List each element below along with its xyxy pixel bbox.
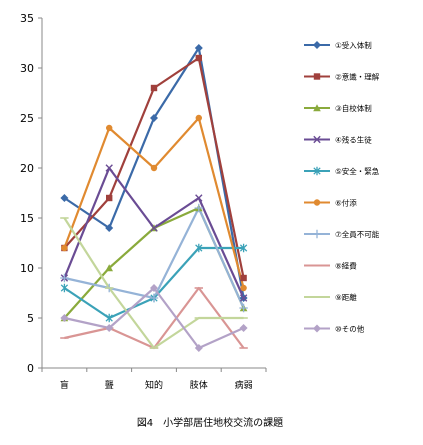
series-6-point	[195, 114, 202, 122]
y-tick-label: 0	[27, 362, 34, 375]
legend-marker-1	[313, 41, 321, 49]
x-tick-label: 病弱	[235, 379, 253, 391]
series-10-point	[105, 324, 114, 332]
series-3-point	[105, 264, 113, 272]
series-6-point	[106, 124, 113, 132]
legend-label-8: ⑧経費	[335, 261, 357, 271]
chart-caption: 図4 小学部居住地校交流の課題	[137, 416, 283, 429]
series-4-point	[239, 294, 248, 302]
legend-label-4: ④残る生徒	[335, 135, 372, 145]
series-1-point	[150, 114, 158, 122]
y-tick-label: 25	[20, 112, 34, 125]
series-markers	[60, 44, 248, 352]
y-tick-label: 20	[20, 162, 34, 175]
series-5-point	[195, 243, 203, 253]
series-1-point	[60, 194, 69, 202]
legend-marker-5	[313, 166, 321, 176]
series-2-point	[106, 194, 113, 202]
legend-label-5: ⑤安全・緊急	[335, 166, 380, 176]
legend-marker-4	[313, 135, 321, 144]
y-axis-ticks: 0 5 10 15 20 25 30 35	[20, 12, 42, 375]
series-10-point	[150, 284, 158, 292]
series-2-point	[150, 84, 158, 92]
series-6-point	[240, 284, 247, 292]
legend-marker-10	[313, 324, 321, 333]
series-4-point	[105, 164, 113, 172]
legend-label-2: ②意識・理解	[335, 72, 380, 82]
series-6-point	[61, 244, 68, 252]
legend-marker-6	[313, 199, 321, 206]
series-lines	[63, 46, 245, 350]
series-10-point	[239, 324, 248, 332]
legend-marker-2	[313, 73, 321, 80]
series-5-point	[239, 243, 248, 253]
legend: ①受入体制 ②意識・理解 ③自校体制 ④残る生徒 ⑤安全・緊急 ⑥付添 ⑦全員不可能 ⑧経費 ⑨…	[304, 40, 380, 334]
legend-label-1: ①受入体制	[335, 40, 372, 50]
series-10-point	[60, 314, 69, 322]
legend-label-3: ③自校体制	[335, 103, 372, 113]
series-2-point	[240, 274, 247, 282]
legend-label-9: ⑨距離	[335, 292, 357, 302]
series-7-point	[194, 203, 203, 213]
y-tick-label: 10	[20, 262, 34, 275]
series-4-point	[150, 224, 158, 232]
series-7-point	[149, 293, 159, 303]
series-6-point	[150, 164, 158, 172]
x-tick-label: 聾	[105, 379, 114, 391]
axes	[41, 18, 266, 369]
series-10-point	[194, 344, 203, 352]
series-7-point	[239, 303, 248, 313]
x-axis-ticks: 盲 聾 知的 肢体 病弱	[41, 368, 267, 391]
legend-label-7: ⑦全員不可能	[335, 229, 380, 239]
series-2-point	[195, 54, 202, 62]
legend-marker-7	[312, 229, 322, 239]
y-tick-label: 15	[20, 212, 34, 225]
legend-label-10: ⑩その他	[335, 324, 365, 334]
x-tick-label: 知的	[145, 379, 163, 391]
x-tick-label: 肢体	[190, 379, 208, 391]
series-4-point	[195, 194, 203, 202]
x-tick-label: 盲	[60, 379, 69, 391]
y-tick-label: 30	[20, 62, 34, 75]
series-1-point	[194, 44, 203, 52]
series-5-point	[105, 313, 113, 323]
legend-marker-3	[313, 104, 321, 112]
y-tick-label: 5	[27, 312, 34, 325]
series-5-point	[60, 283, 69, 293]
series-1-point	[105, 224, 114, 232]
series-7-point	[60, 273, 69, 283]
y-tick-label: 35	[20, 12, 34, 25]
legend-label-6: ⑥付添	[335, 198, 357, 208]
